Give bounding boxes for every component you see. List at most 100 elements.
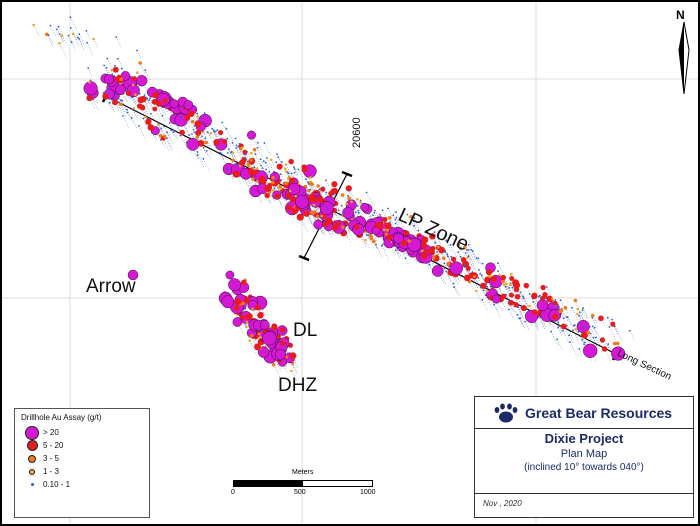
drill-trace — [191, 113, 195, 121]
scale-tick: 0 — [231, 489, 235, 496]
assay-point — [293, 166, 295, 169]
assay-point — [556, 338, 558, 341]
assay-point — [218, 130, 224, 136]
assay-point — [504, 285, 507, 288]
drill-trace — [89, 97, 95, 109]
assay-point — [138, 61, 142, 65]
company-row: Great Bear Resources — [475, 397, 693, 429]
cross-section-cap — [298, 254, 310, 262]
assay-point — [293, 168, 296, 170]
assay-point — [246, 150, 248, 153]
drill-trace — [342, 227, 349, 239]
assay-point — [463, 245, 467, 250]
drill-trace — [561, 310, 566, 319]
assay-point — [325, 217, 333, 224]
drill-trace — [251, 160, 257, 171]
drill-trace — [523, 298, 529, 309]
assay-point — [482, 289, 485, 292]
assay-point — [580, 331, 589, 339]
assay-point — [293, 171, 296, 174]
assay-point — [537, 316, 540, 318]
drill-trace — [252, 308, 258, 319]
assay-point — [517, 306, 519, 309]
drill-trace — [183, 117, 188, 127]
drill-trace — [382, 244, 386, 251]
assay-point — [110, 68, 113, 72]
drill-trace — [206, 150, 212, 160]
assay-point — [463, 263, 466, 266]
drill-trace — [58, 26, 64, 36]
drill-trace — [557, 327, 563, 336]
assay-point — [532, 301, 535, 303]
assay-point — [232, 317, 243, 327]
assay-point — [254, 153, 257, 156]
date-row: Nov , 2020 — [475, 493, 693, 518]
drill-trace — [120, 104, 126, 113]
assay-point — [559, 299, 562, 302]
drill-trace — [611, 319, 618, 331]
assay-point — [69, 16, 72, 19]
drill-trace — [572, 330, 580, 343]
assay-point — [200, 116, 203, 119]
drill-trace — [314, 211, 320, 221]
assay-point — [325, 191, 328, 194]
drill-trace — [556, 339, 564, 351]
assay-point — [328, 198, 331, 201]
assay-point — [522, 297, 525, 300]
assay-point — [243, 153, 246, 156]
assay-point — [227, 168, 230, 171]
assay-point — [284, 163, 288, 166]
drill-trace — [320, 225, 326, 237]
drill-trace — [273, 364, 281, 379]
drill-trace — [629, 330, 635, 341]
drill-trace — [333, 205, 341, 218]
drill-trace — [294, 172, 301, 185]
drill-trace — [182, 121, 189, 133]
assay-point — [381, 243, 384, 246]
assay-point — [457, 251, 460, 254]
assay-point — [406, 213, 409, 216]
drill-trace — [251, 134, 258, 147]
assay-point — [382, 228, 386, 232]
drill-trace — [173, 130, 179, 140]
drill-trace — [254, 149, 258, 156]
assay-point — [253, 166, 256, 169]
assay-point — [374, 209, 376, 212]
assay-point — [204, 140, 208, 145]
assay-point — [228, 278, 242, 292]
assay-point — [214, 130, 217, 133]
assay-point — [238, 142, 241, 145]
assay-point — [264, 192, 270, 199]
drill-trace — [395, 245, 402, 257]
cross-section-label: 20600 — [351, 117, 363, 148]
assay-point — [578, 322, 581, 325]
assay-point — [552, 313, 559, 320]
drill-trace — [162, 115, 166, 122]
assay-point — [516, 313, 519, 316]
assay-point — [577, 330, 580, 333]
assay-point — [463, 266, 466, 268]
drill-trace — [274, 181, 281, 193]
assay-point — [392, 214, 395, 217]
assay-point — [328, 190, 334, 197]
assay-point — [279, 173, 282, 176]
assay-point — [250, 151, 253, 155]
assay-point — [444, 251, 447, 254]
drill-trace — [308, 183, 314, 195]
assay-point — [284, 181, 288, 185]
drill-trace — [342, 194, 348, 205]
assay-point — [92, 98, 94, 101]
legend-label: 3 - 5 — [43, 454, 60, 463]
assay-point — [108, 88, 110, 90]
assay-point — [276, 153, 278, 156]
drill-trace — [203, 158, 210, 172]
drill-trace — [148, 99, 155, 110]
drill-trace — [398, 242, 405, 255]
assay-point — [240, 146, 244, 150]
assay-point — [467, 255, 470, 258]
legend-item: 1 - 3 — [21, 465, 143, 478]
assay-point — [231, 151, 235, 154]
assay-point — [380, 245, 383, 247]
assay-point — [196, 154, 199, 157]
